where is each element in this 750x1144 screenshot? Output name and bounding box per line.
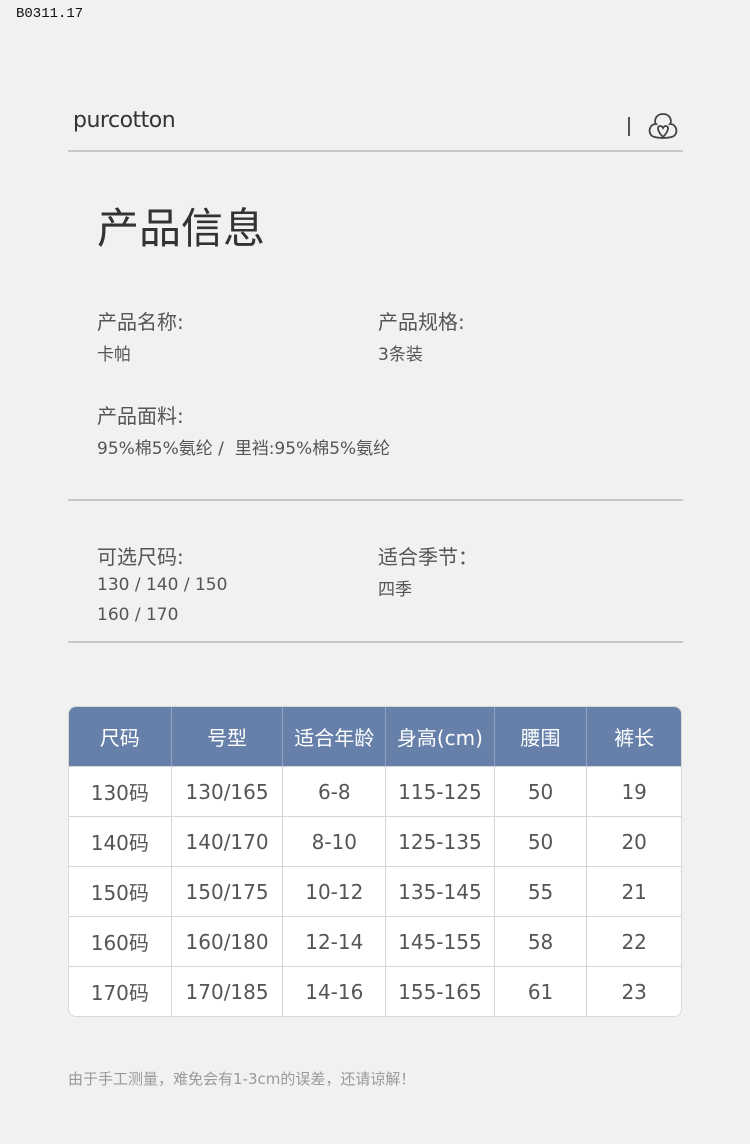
name-value: 卡帕 <box>97 345 131 365</box>
sizes-line1: 130 / 140 / 150 <box>97 575 228 595</box>
column-header: 尺码 <box>69 707 172 766</box>
season-value: 四季 <box>378 580 412 600</box>
column-header: 腰围 <box>494 707 588 766</box>
table-cell: 135-145 <box>386 866 495 916</box>
table-cell: 21 <box>587 866 681 916</box>
table-cell: 50 <box>494 816 588 866</box>
table-cell: 170码 <box>69 966 172 1016</box>
measurement-note: 由于手工测量，难免会有1-3cm的误差，还请谅解！ <box>68 1070 416 1088</box>
table-cell: 6-8 <box>283 766 387 816</box>
table-cell: 160/180 <box>171 916 284 966</box>
column-header: 适合年龄 <box>283 707 387 766</box>
table-cell: 125-135 <box>386 816 495 866</box>
spec-label: 产品规格: <box>378 310 465 334</box>
table-cell: 20 <box>587 816 681 866</box>
product-code: B0311.17 <box>16 6 84 22</box>
brand-logo-text: purcotton <box>73 108 176 133</box>
size-table: 尺码 号型 适合年龄 身高(cm) 腰围 裤长 130码 130/165 6-8 115-125… <box>68 706 682 1017</box>
table-row: 130码 130/165 6-8 115-125 50 19 <box>69 766 681 816</box>
name-label: 产品名称: <box>97 310 184 334</box>
table-row: 160码 160/180 12-14 145-155 58 22 <box>69 916 681 966</box>
table-cell: 155-165 <box>386 966 495 1016</box>
spec-value: 3条装 <box>378 345 423 365</box>
table-row: 140码 140/170 8-10 125-135 50 20 <box>69 816 681 866</box>
sizes-label: 可选尺码: <box>97 545 184 569</box>
table-header-row: 尺码 号型 适合年龄 身高(cm) 腰围 裤长 <box>69 707 681 766</box>
divider <box>628 117 630 136</box>
table-cell: 130/165 <box>171 766 284 816</box>
table-cell: 61 <box>494 966 588 1016</box>
table-cell: 170/185 <box>171 966 284 1016</box>
section-rule <box>68 641 683 643</box>
table-cell: 55 <box>494 866 588 916</box>
table-cell: 14-16 <box>283 966 387 1016</box>
table-cell: 50 <box>494 766 588 816</box>
table-cell: 23 <box>587 966 681 1016</box>
table-cell: 115-125 <box>386 766 495 816</box>
table-cell: 150码 <box>69 866 172 916</box>
table-cell: 22 <box>587 916 681 966</box>
fabric-label: 产品面料: <box>97 404 184 428</box>
season-label: 适合季节： <box>378 545 478 569</box>
column-header: 裤长 <box>587 707 681 766</box>
table-cell: 140/170 <box>171 816 284 866</box>
cotton-heart-icon <box>648 113 678 139</box>
header-rule <box>68 150 683 152</box>
table-cell: 160码 <box>69 916 172 966</box>
column-header: 号型 <box>171 707 284 766</box>
table-cell: 12-14 <box>283 916 387 966</box>
table-cell: 58 <box>494 916 588 966</box>
page-title: 产品信息 <box>97 204 266 253</box>
table-cell: 10-12 <box>283 866 387 916</box>
column-header: 身高(cm) <box>386 707 495 766</box>
section-rule <box>68 499 683 501</box>
table-cell: 8-10 <box>283 816 387 866</box>
table-cell: 145-155 <box>386 916 495 966</box>
table-row: 170码 170/185 14-16 155-165 61 23 <box>69 966 681 1016</box>
table-cell: 130码 <box>69 766 172 816</box>
sizes-line2: 160 / 170 <box>97 605 179 625</box>
fabric-value: 95%棉5%氨纶 / 里裆:95%棉5%氨纶 <box>97 439 391 459</box>
table-row: 150码 150/175 10-12 135-145 55 21 <box>69 866 681 916</box>
table-cell: 150/175 <box>171 866 284 916</box>
table-cell: 140码 <box>69 816 172 866</box>
table-cell: 19 <box>587 766 681 816</box>
